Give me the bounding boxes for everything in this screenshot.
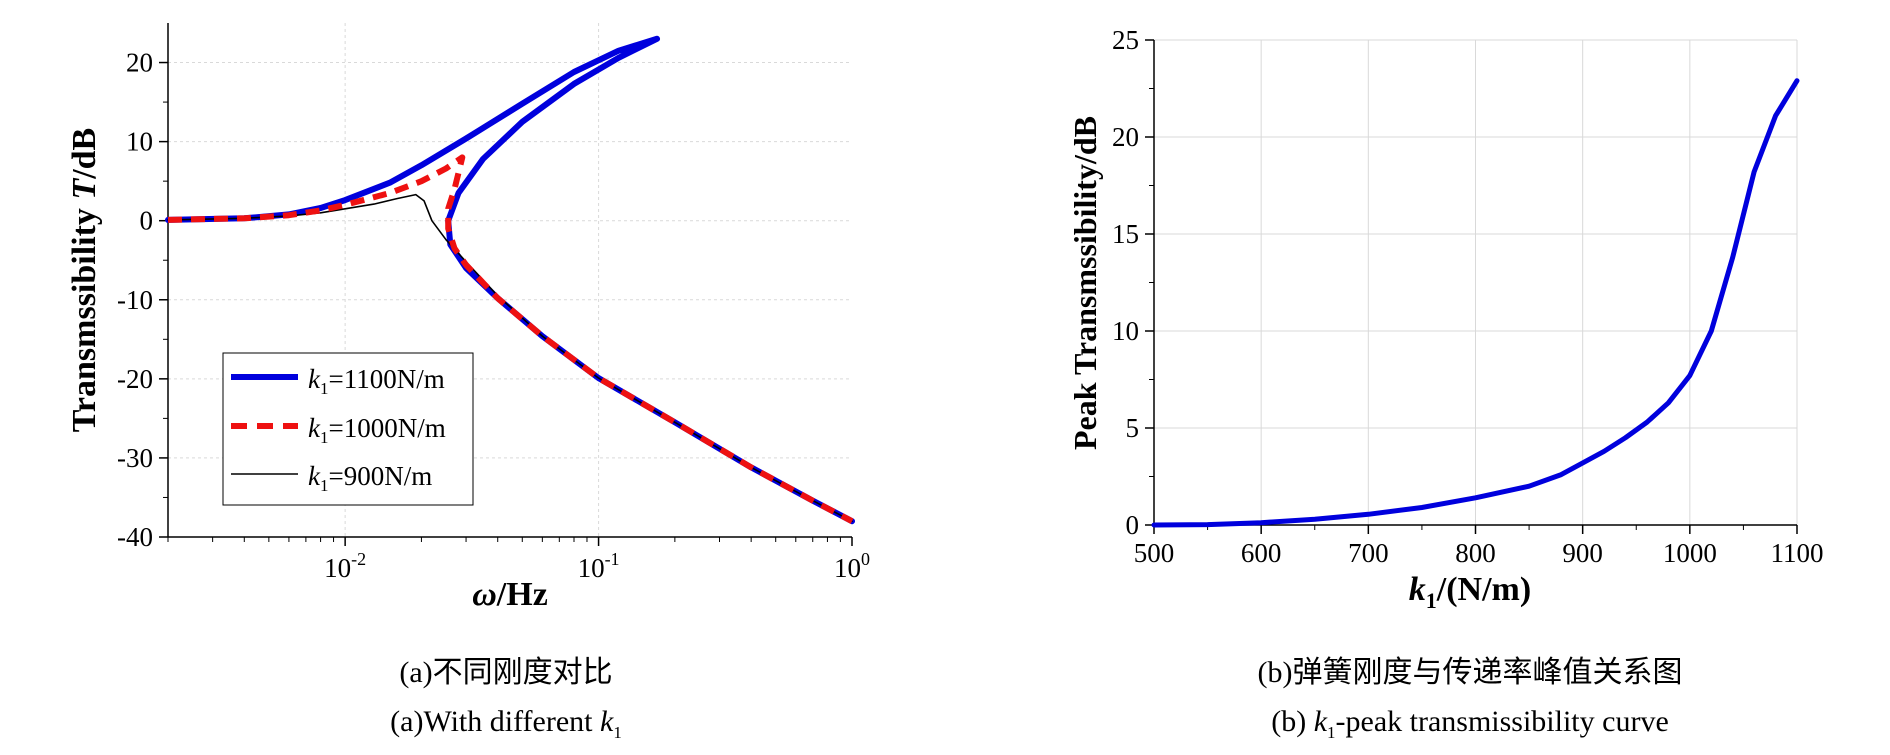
y-tick-label-a: -40 <box>117 522 153 552</box>
y-axis-title-a: Transmssibility T/dB <box>66 128 103 433</box>
y-tick-label-b: 20 <box>1112 122 1139 152</box>
x-tick-label-b: 800 <box>1455 538 1496 568</box>
series-line-b <box>1151 78 1800 528</box>
caption-b-cn: (b)弹簧刚度与传递率峰值关系图 <box>1257 656 1683 689</box>
x-tick-label-b: 900 <box>1562 538 1603 568</box>
y-tick-label-a: 10 <box>126 127 153 157</box>
caption-b-en: (b) k1-peak transmissibility curve <box>1271 705 1669 742</box>
x-tick-label-a: 10-1 <box>578 549 620 583</box>
y-tick-label-a: 0 <box>140 206 154 236</box>
plot-frame-b <box>1153 40 1797 526</box>
caption-a-en: (a)With different k1 <box>390 705 622 742</box>
y-axis-title-b: Peak Transmssibility/dB <box>1067 116 1103 450</box>
x-axis-title-a: ω/Hz <box>472 576 548 613</box>
x-tick-label-b: 1000 <box>1663 538 1717 568</box>
series-line-a-1 <box>167 154 854 524</box>
legend-a: k1=1100N/m k1=1000N/m k1=900N/m <box>222 352 474 506</box>
x-tick-label-b: 500 <box>1134 538 1175 568</box>
y-tick-label-a: 20 <box>126 48 153 78</box>
grid-b <box>1154 39 1798 525</box>
y-tick-label-b: 25 <box>1112 25 1139 55</box>
series-a <box>165 35 855 525</box>
y-tick-label-b: 0 <box>1126 510 1140 540</box>
y-tick-label-a: -10 <box>117 285 153 315</box>
y-tick-label-b: 15 <box>1112 219 1139 249</box>
legend-label-1000: k1=1000N/m <box>308 413 446 447</box>
x-tick-label-b: 1100 <box>1771 538 1824 568</box>
plot-frame-a <box>167 23 852 538</box>
x-tick-label-b: 700 <box>1348 538 1389 568</box>
y-tick-label-b: 5 <box>1126 413 1140 443</box>
y-tick-label-b: 10 <box>1112 316 1139 346</box>
x-tick-label-a: 100 <box>834 549 870 583</box>
legend-label-1100: k1=1100N/m <box>308 364 445 398</box>
x-tick-label-b: 600 <box>1241 538 1282 568</box>
series-line-a-2 <box>167 193 853 522</box>
caption-a-cn: (a)不同刚度对比 <box>399 656 613 689</box>
x-tick-label-a: 10-2 <box>324 549 366 583</box>
series-b <box>1151 78 1800 528</box>
x-axis-title-b: k1/(N/m) <box>1409 571 1531 613</box>
y-tick-label-a: -30 <box>117 443 153 473</box>
y-tick-label-a: -20 <box>117 364 153 394</box>
ticks-b: 500 600 700 800 900 1000 1100 0 5 10 15 20 25 <box>1112 25 1824 568</box>
legend-label-900: k1=900N/m <box>308 461 432 495</box>
